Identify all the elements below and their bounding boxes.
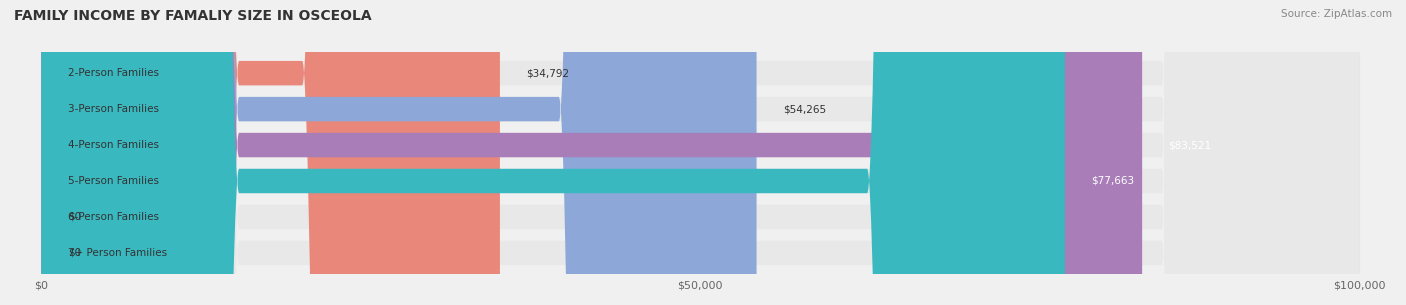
Text: 7+ Person Families: 7+ Person Families [67,248,167,258]
FancyBboxPatch shape [41,0,1360,305]
Text: $54,265: $54,265 [783,104,827,114]
Text: 3-Person Families: 3-Person Families [67,104,159,114]
Text: $83,521: $83,521 [1168,140,1212,150]
Text: 4-Person Families: 4-Person Families [67,140,159,150]
Text: FAMILY INCOME BY FAMALIY SIZE IN OSCEOLA: FAMILY INCOME BY FAMALIY SIZE IN OSCEOLA [14,9,371,23]
Text: $0: $0 [67,212,80,222]
Text: 6-Person Families: 6-Person Families [67,212,159,222]
FancyBboxPatch shape [41,0,1360,305]
Text: $34,792: $34,792 [526,68,569,78]
FancyBboxPatch shape [41,0,1360,305]
Text: $77,663: $77,663 [1091,176,1135,186]
Text: 5-Person Families: 5-Person Families [67,176,159,186]
FancyBboxPatch shape [41,0,1064,305]
FancyBboxPatch shape [41,0,756,305]
FancyBboxPatch shape [41,0,1360,305]
Text: $0: $0 [67,248,80,258]
FancyBboxPatch shape [41,0,1360,305]
Text: Source: ZipAtlas.com: Source: ZipAtlas.com [1281,9,1392,19]
FancyBboxPatch shape [41,0,1142,305]
Text: 2-Person Families: 2-Person Families [67,68,159,78]
FancyBboxPatch shape [41,0,1360,305]
FancyBboxPatch shape [41,0,501,305]
